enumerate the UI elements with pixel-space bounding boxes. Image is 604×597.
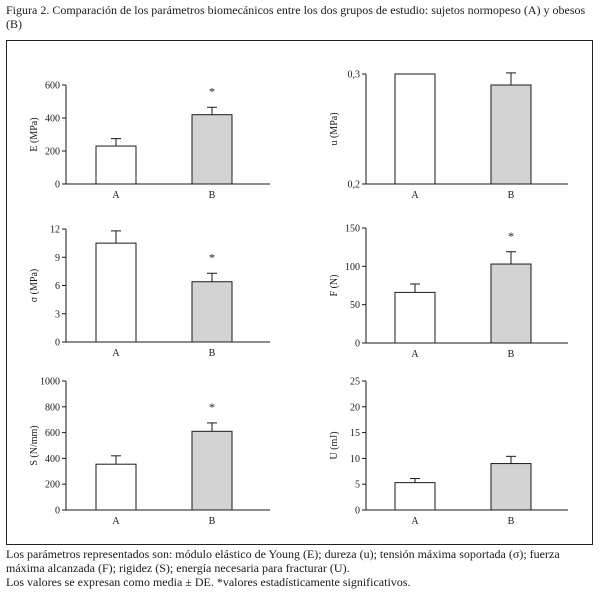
bar-A	[95, 145, 137, 185]
significance-marker: *	[209, 400, 215, 414]
bar-B	[490, 263, 532, 344]
y-tick-label: 400	[45, 454, 60, 465]
x-tick-label: A	[112, 516, 120, 527]
y-axis-label: U (mJ)	[329, 431, 340, 459]
y-tick-label: 0	[355, 506, 360, 517]
y-tick-label: 0	[55, 506, 60, 517]
footer-line-2: Los valores se expresan como media ± DE.…	[6, 575, 411, 589]
y-tick-label: 100	[345, 262, 360, 273]
y-axis-label: σ (MPa)	[29, 269, 40, 302]
figure-caption: Figura 2. Comparación de los parámetros …	[6, 3, 586, 31]
x-tick-label: B	[508, 190, 515, 201]
significance-marker: *	[209, 84, 215, 98]
bar-B	[191, 281, 233, 343]
figure-footer: Los parámetros representados son: módulo…	[6, 547, 598, 589]
y-tick-label: 0	[55, 338, 60, 349]
y-tick-label: 0	[55, 180, 60, 191]
y-tick-label: 25	[350, 377, 360, 388]
bar-A	[95, 463, 137, 511]
y-tick-label: 200	[45, 480, 60, 491]
y-tick-label: 0,3	[348, 70, 361, 81]
bar-A	[394, 73, 436, 185]
y-tick-label: 0,2	[348, 180, 361, 191]
y-axis-label: S (N/mm)	[29, 425, 40, 465]
bar-B	[490, 84, 532, 185]
y-tick-label: 15	[350, 428, 360, 439]
y-tick-label: 1000	[40, 377, 60, 388]
y-tick-label: 3	[55, 309, 60, 320]
footer-line-1: Los parámetros representados son: módulo…	[6, 547, 560, 575]
x-tick-label: B	[209, 190, 216, 201]
significance-marker: *	[209, 250, 215, 264]
x-tick-label: A	[411, 190, 419, 201]
y-tick-label: 200	[45, 147, 60, 158]
bar-A	[394, 482, 436, 511]
x-tick-label: B	[209, 348, 216, 359]
y-tick-label: 400	[45, 114, 60, 125]
y-tick-label: 10	[350, 454, 360, 465]
x-tick-label: A	[411, 516, 419, 527]
x-tick-label: B	[508, 349, 515, 360]
significance-marker: *	[508, 229, 514, 243]
x-tick-label: A	[411, 349, 419, 360]
x-tick-label: B	[209, 516, 216, 527]
y-axis-label: F (N)	[329, 275, 340, 297]
y-axis-label: E (MPa)	[29, 117, 40, 151]
y-axis-label: u (MPa)	[329, 112, 340, 145]
y-tick-label: 12	[50, 225, 60, 236]
x-tick-label: A	[112, 348, 120, 359]
y-tick-label: 9	[55, 253, 60, 264]
bar-A	[95, 242, 137, 343]
bar-A	[394, 291, 436, 344]
bar-B	[490, 463, 532, 511]
y-tick-label: 0	[355, 339, 360, 350]
y-tick-label: 20	[350, 402, 360, 413]
y-tick-label: 600	[45, 428, 60, 439]
bar-B	[191, 430, 233, 511]
x-tick-label: B	[508, 516, 515, 527]
y-tick-label: 600	[45, 81, 60, 92]
y-tick-label: 5	[355, 480, 360, 491]
figure-frame	[6, 40, 593, 545]
bar-B	[191, 114, 233, 185]
y-tick-label: 6	[55, 281, 60, 292]
x-tick-label: A	[112, 190, 120, 201]
y-tick-label: 50	[350, 300, 360, 311]
y-tick-label: 150	[345, 224, 360, 235]
y-tick-label: 800	[45, 402, 60, 413]
